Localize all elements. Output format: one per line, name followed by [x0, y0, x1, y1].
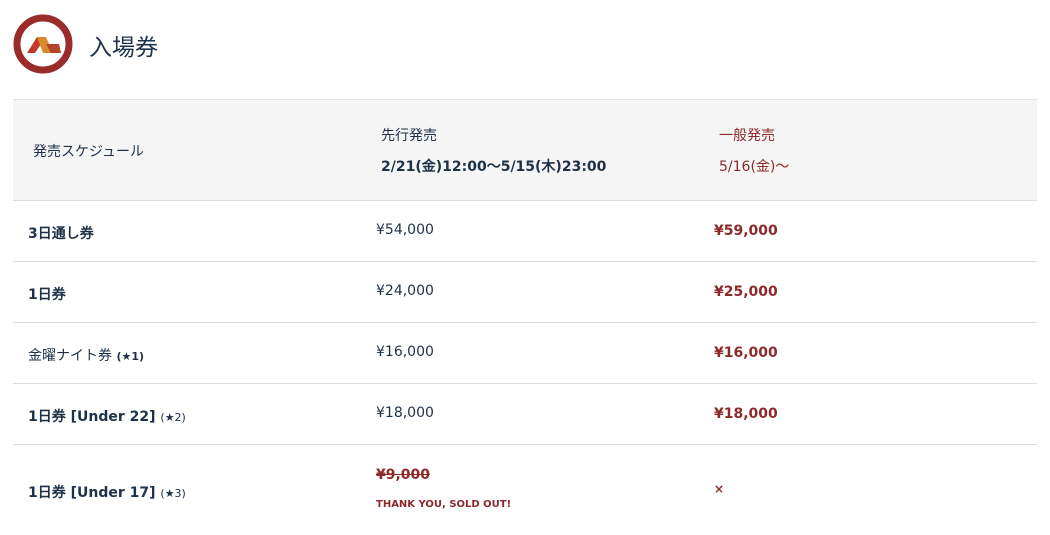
- ticket-note: (★3): [160, 487, 186, 500]
- general-price: ¥59,000: [714, 223, 778, 239]
- ticket-name: 1日券 [Under 17]: [28, 485, 156, 501]
- ticket-name: 3日通し券: [28, 226, 94, 242]
- general-unavailable: ×: [714, 482, 725, 496]
- ticket-name: 1日券 [Under 22]: [28, 409, 156, 425]
- advance-sale-label: 先行発売: [381, 128, 437, 144]
- advance-price: ¥18,000: [376, 405, 434, 421]
- ticket-note: (★1): [116, 350, 145, 363]
- page-title: 入場券: [89, 35, 158, 61]
- advance-price-struck: ¥9,000: [376, 467, 431, 483]
- advance-sale-period: 2/21(金)12:00〜5/15(木)23:00: [381, 159, 607, 175]
- ticket-price-table: 発売スケジュール 先行発売 2/21(金)12:00〜5/15(木)23:00 …: [13, 99, 1037, 535]
- ticket-note: (★2): [160, 411, 186, 424]
- general-sale-label: 一般発売: [719, 128, 775, 144]
- table-row: 3日通し券 ¥54,000 ¥59,000: [13, 201, 1037, 262]
- advance-price: ¥24,000: [376, 283, 434, 299]
- festival-logo: [13, 14, 73, 74]
- table-row: 金曜ナイト券 (★1) ¥16,000 ¥16,000: [13, 323, 1037, 384]
- table-row: 1日券 ¥24,000 ¥25,000: [13, 262, 1037, 323]
- general-price: ¥18,000: [714, 406, 778, 422]
- general-price: ¥25,000: [714, 284, 778, 300]
- schedule-label: 発売スケジュール: [33, 144, 145, 160]
- advance-price: ¥16,000: [376, 344, 434, 360]
- schedule-header: 発売スケジュール 先行発売 2/21(金)12:00〜5/15(木)23:00 …: [13, 99, 1037, 201]
- ticket-name: 金曜ナイト券: [28, 348, 112, 364]
- general-sale-period: 5/16(金)〜: [719, 159, 790, 175]
- sold-out-status: THANK YOU, SOLD OUT!: [376, 499, 512, 510]
- table-row: 1日券 [Under 17] (★3) ¥9,000 THANK YOU, SO…: [13, 445, 1037, 535]
- general-price: ¥16,000: [714, 345, 778, 361]
- advance-price: ¥54,000: [376, 222, 434, 238]
- ticket-name: 1日券: [28, 287, 66, 303]
- table-row: 1日券 [Under 22] (★2) ¥18,000 ¥18,000: [13, 384, 1037, 445]
